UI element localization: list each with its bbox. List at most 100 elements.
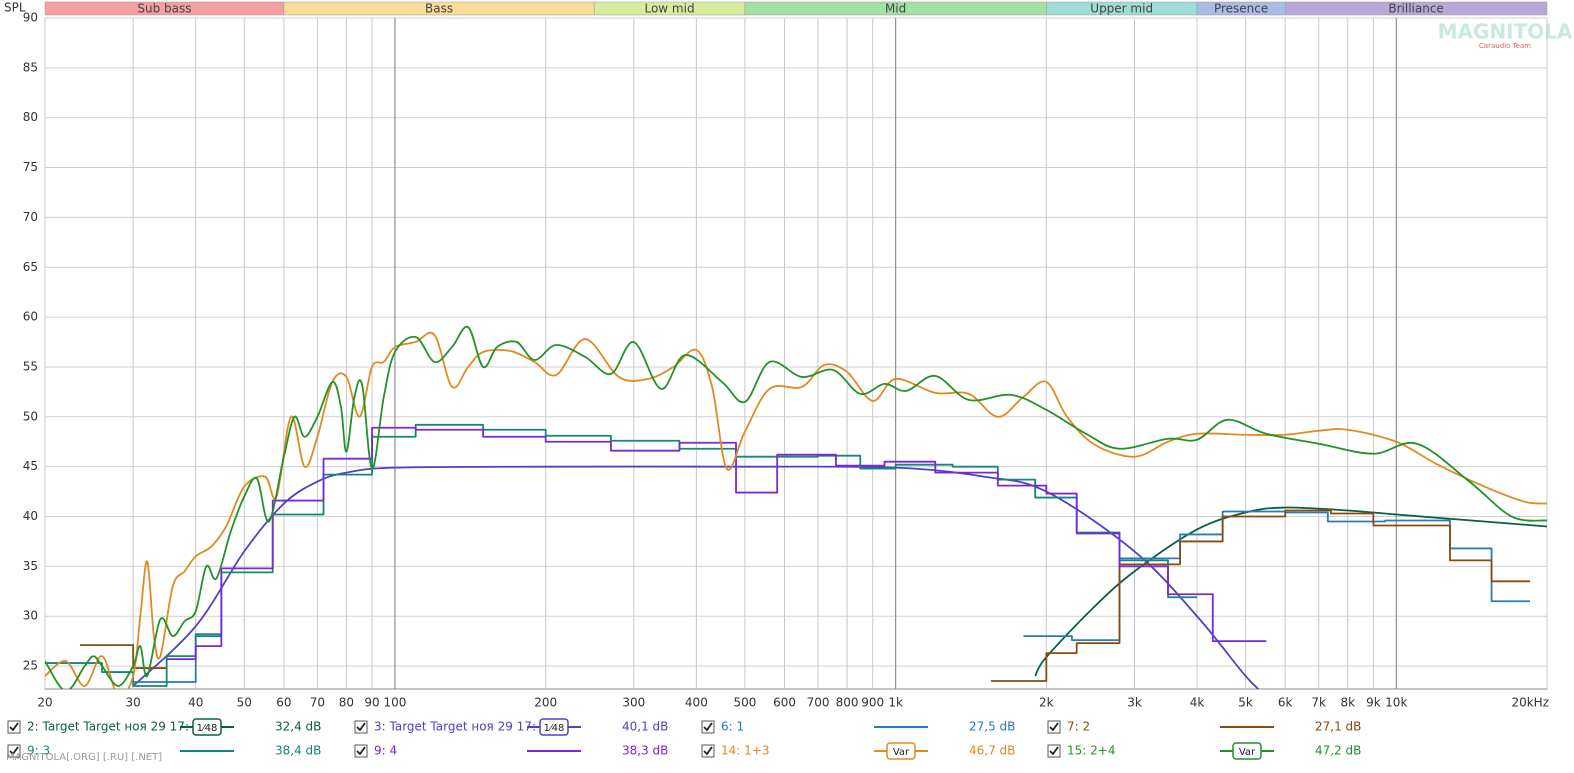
x-tick-label: 300 (622, 696, 645, 710)
x-tick-label: 500 (733, 696, 756, 710)
band (1284, 1, 1548, 16)
y-tick-label: 45 (23, 459, 38, 473)
series-line (166, 426, 1267, 660)
x-tick-label: 7k (1311, 696, 1326, 710)
x-tick-label: 30 (126, 696, 141, 710)
legend: 2: Target Target ноя 29 17: 1⁄48 32,4 dB 3:… (7, 718, 1361, 760)
y-tick-label: 50 (23, 409, 38, 423)
legend-level: 46,7 dB (969, 744, 1015, 758)
band-label: Upper mid (1090, 2, 1153, 16)
legend-level: 38,3 dB (622, 744, 668, 758)
y-tick-label: 40 (23, 509, 38, 523)
y-tick-label: 75 (23, 160, 38, 174)
legend-icon-box (1232, 742, 1262, 760)
y-axis-label: SPL (4, 1, 26, 15)
checkmark (1049, 746, 1059, 756)
band-label: Brilliance (1388, 2, 1443, 16)
legend-name: 3: Target Target ноя 29 17: (374, 720, 536, 734)
series-line (45, 331, 1547, 689)
x-tick-label: 9k (1366, 696, 1381, 710)
logo-sub: Caraudio Team (1479, 42, 1531, 50)
legend-icon-box (539, 718, 569, 736)
legend-icon-box (886, 742, 916, 760)
x-tick-label: 2k (1039, 696, 1054, 710)
legend-icon-label: Var (893, 747, 910, 758)
watermark: MAGNITOLA[.ORG] [.RU] [.NET] (6, 752, 162, 763)
x-tick-label: 200 (534, 696, 557, 710)
checkmark (9, 722, 19, 732)
legend-level: 38,4 dB (275, 744, 321, 758)
legend-icon-box (192, 718, 222, 736)
checkbox[interactable] (354, 744, 368, 758)
band-label: Mid (885, 2, 906, 16)
x-tick-label: 90 (364, 696, 379, 710)
y-tick-label: 80 (23, 110, 38, 124)
checkbox[interactable] (354, 720, 368, 734)
x-tick-label: 400 (685, 696, 708, 710)
x-tick-label: 8k (1340, 696, 1355, 710)
x-tick-label: 50 (237, 696, 252, 710)
legend-level: 47,2 dB (1315, 744, 1361, 758)
checkmark (356, 722, 366, 732)
logo: MAGNITOLA (1438, 20, 1573, 44)
x-tick-label: 40 (188, 696, 203, 710)
checkbox[interactable] (1047, 744, 1061, 758)
y-tick-label: 55 (23, 359, 38, 373)
checkmark (703, 746, 713, 756)
y-tick-label: 60 (23, 310, 38, 324)
checkmark (9, 746, 19, 756)
legend-icon-label: Var (1239, 747, 1256, 758)
x-tick-label: 20kHz (1511, 696, 1549, 710)
curves (45, 325, 1547, 689)
x-tick-label: 100 (383, 696, 406, 710)
x-tick-label: 80 (339, 696, 354, 710)
x-tick-label: 1k (888, 696, 903, 710)
series-line (1034, 506, 1547, 677)
x-tick-label: 3k (1127, 696, 1142, 710)
checkbox[interactable] (1047, 720, 1061, 734)
legend-icon-label: 1⁄48 (197, 723, 218, 734)
legend-level: 27,1 dB (1315, 720, 1361, 734)
legend-name: 7: 2 (1067, 720, 1090, 734)
legend-name: 2: Target Target ноя 29 17: (27, 720, 189, 734)
checkbox[interactable] (701, 720, 715, 734)
legend-name: 6: 1 (721, 720, 744, 734)
legend-icon-label: 1⁄48 (544, 723, 565, 734)
y-tick-label: 90 (23, 11, 38, 25)
x-tick-label: 900 (861, 696, 884, 710)
checkbox[interactable] (701, 744, 715, 758)
x-tick-label: 20 (37, 696, 52, 710)
x-tick-label: 600 (773, 696, 796, 710)
y-tick-label: 85 (23, 60, 38, 74)
checkmark (356, 746, 366, 756)
legend-level: 40,1 dB (622, 720, 668, 734)
y-tick-label: 30 (23, 609, 38, 623)
grid (44, 17, 1548, 689)
y-tick-label: 25 (23, 659, 38, 673)
x-tick-label: 6k (1278, 696, 1293, 710)
legend-name: 9: 4 (374, 744, 397, 758)
x-tick-label: 70 (310, 696, 325, 710)
band-label: Presence (1214, 2, 1268, 16)
band-label: Sub bass (137, 2, 191, 16)
y-tick-label: 65 (23, 260, 38, 274)
checkmark (703, 722, 713, 732)
legend-level: 32,4 dB (275, 720, 321, 734)
checkbox[interactable] (7, 720, 21, 734)
series-line (45, 423, 1198, 687)
legend-name: 14: 1+3 (721, 744, 769, 758)
x-tick-label: 700 (807, 696, 830, 710)
band-label: Low mid (644, 2, 694, 16)
legend-name: 15: 2+4 (1067, 744, 1115, 758)
band-label: Bass (425, 2, 453, 16)
x-tick-label: 4k (1190, 696, 1205, 710)
legend-level: 27,5 dB (969, 720, 1015, 734)
series-line (45, 325, 1547, 689)
x-tick-label: 10k (1385, 696, 1407, 710)
plot-area (44, 17, 1548, 690)
checkmark (1049, 722, 1059, 732)
y-tick-label: 35 (23, 559, 38, 573)
x-tick-label: 60 (276, 696, 291, 710)
legend-name: 9: 3 (27, 744, 50, 758)
